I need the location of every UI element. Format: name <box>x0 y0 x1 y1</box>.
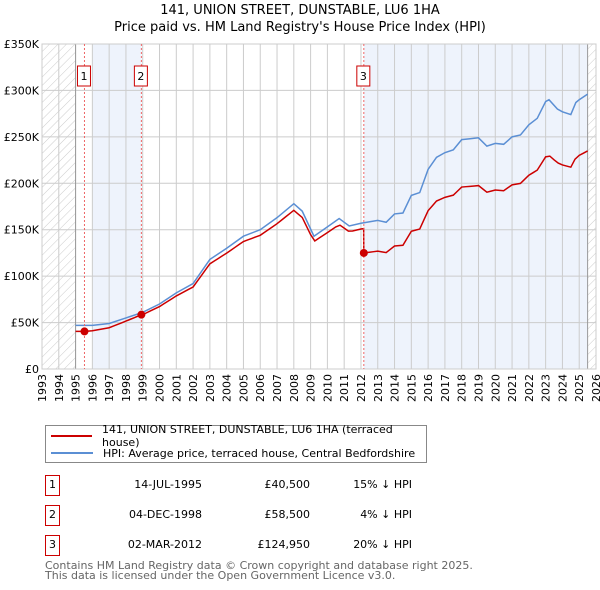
x-tick-label: 2026 <box>590 374 600 402</box>
y-tick-label: £100K <box>4 270 40 283</box>
legend-label: 141, UNION STREET, DUNSTABLE, LU6 1HA (t… <box>102 423 393 449</box>
x-tick-label: 1996 <box>86 374 99 402</box>
x-tick-label: 2003 <box>204 374 217 402</box>
x-tick-label: 2009 <box>305 374 318 402</box>
y-tick-label: £150K <box>4 224 40 237</box>
x-tick-label: 2010 <box>321 374 334 402</box>
y-tick-label: £0 <box>25 363 39 376</box>
sale-hpi-delta: 20% ↓ HPI <box>353 538 412 551</box>
x-tick-label: 2014 <box>389 374 402 402</box>
x-tick-label: 1999 <box>137 374 150 402</box>
x-tick-label: 2007 <box>271 374 284 402</box>
x-tick-label: 2025 <box>573 374 586 402</box>
y-tick-label: £300K <box>4 84 40 97</box>
legend-swatch <box>51 435 93 437</box>
legend-item-property: 141, UNION STREET, DUNSTABLE, LU6 1HA (t… <box>46 423 426 449</box>
y-tick-label: £200K <box>4 177 40 190</box>
y-tick-label: £50K <box>11 317 40 330</box>
legend-swatch <box>51 452 93 454</box>
x-tick-label: 1994 <box>53 374 66 402</box>
y-tick-label: £350K <box>4 38 40 51</box>
x-tick-label: 2020 <box>489 374 502 402</box>
x-tick-label: 2005 <box>237 374 250 402</box>
sale-hpi-delta: 4% ↓ HPI <box>360 508 412 521</box>
sale-price: £58,500 <box>264 508 311 521</box>
sale-row: 3 02-MAR-2012 £124,950 20% ↓ HPI <box>45 535 465 556</box>
no-data-hatch <box>587 44 596 369</box>
x-tick-label: 1998 <box>120 374 133 402</box>
x-tick-label: 2021 <box>506 374 519 402</box>
chart-title: 141, UNION STREET, DUNSTABLE, LU6 1HA <box>160 3 440 18</box>
y-tick-label: £250K <box>4 131 40 144</box>
x-tick-label: 2001 <box>170 374 183 402</box>
sale-date: 02-MAR-2012 <box>127 538 202 551</box>
sale-price: £124,950 <box>257 538 311 551</box>
x-tick-label: 2012 <box>355 374 368 402</box>
sale-marker-label: 1 <box>80 70 87 83</box>
shaded-band <box>363 44 588 369</box>
sale-marker-box <box>356 65 371 87</box>
x-tick-label: 2000 <box>154 374 167 402</box>
sale-marker-label: 3 <box>360 70 367 83</box>
sale-marker-label: 2 <box>137 70 144 83</box>
x-tick-label: 1997 <box>103 374 116 402</box>
x-tick-label: 2011 <box>338 374 351 402</box>
sale-marker-box <box>133 65 148 87</box>
x-tick-label: 2017 <box>439 374 452 402</box>
x-tick-label: 2019 <box>472 374 485 402</box>
x-tick-label: 2015 <box>405 374 418 402</box>
sale-date: 14-JUL-1995 <box>134 478 202 491</box>
footer-line: This data is licensed under the Open Gov… <box>45 569 396 582</box>
x-tick-label: 2008 <box>288 374 301 402</box>
x-tick-label: 2018 <box>456 374 469 402</box>
sale-point <box>80 327 89 336</box>
x-tick-label: 1995 <box>70 374 83 402</box>
x-tick-label: 2022 <box>523 374 536 402</box>
x-tick-label: 2006 <box>254 374 267 402</box>
footer: Contains HM Land Registry data © Crown c… <box>45 559 473 582</box>
sale-number: 2 <box>45 505 60 526</box>
sale-hpi-delta: 15% ↓ HPI <box>353 478 412 491</box>
property-line <box>75 150 588 333</box>
sale-number: 3 <box>45 535 60 556</box>
sale-row: 1 14-JUL-1995 £40,500 15% ↓ HPI <box>45 475 465 496</box>
x-tick-label: 2004 <box>221 374 234 402</box>
sale-point <box>137 310 146 319</box>
hpi-line <box>75 93 589 327</box>
chart-subtitle: Price paid vs. HM Land Registry's House … <box>114 20 486 35</box>
legend-label: HPI: Average price, terraced house, Cent… <box>103 446 416 460</box>
sale-marker-box <box>76 65 91 87</box>
x-tick-label: 1993 <box>36 374 49 402</box>
sale-point <box>359 248 368 257</box>
sale-number: 1 <box>45 475 60 496</box>
plot-frame <box>41 43 597 370</box>
x-tick-label: 2023 <box>540 374 553 402</box>
x-tick-label: 2002 <box>187 374 200 402</box>
x-tick-label: 2016 <box>422 374 435 402</box>
legend: 141, UNION STREET, DUNSTABLE, LU6 1HA (t… <box>45 423 427 463</box>
sale-price: £40,500 <box>264 478 311 491</box>
sale-date: 04-DEC-1998 <box>128 508 202 521</box>
x-tick-label: 2024 <box>556 374 569 402</box>
legend-item-hpi: HPI: Average price, terraced house, Cent… <box>46 445 415 461</box>
footer-line: Contains HM Land Registry data © Crown c… <box>45 559 473 572</box>
sale-row: 2 04-DEC-1998 £58,500 4% ↓ HPI <box>45 505 465 526</box>
x-tick-label: 2013 <box>372 374 385 402</box>
price-chart: 1993 1994 1995 1996 1997 1998 1999 2000 2001 2002… <box>4 38 600 402</box>
